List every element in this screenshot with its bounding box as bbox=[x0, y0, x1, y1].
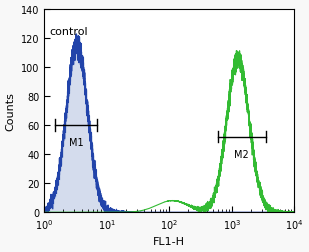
Text: M1: M1 bbox=[69, 138, 84, 148]
Text: control: control bbox=[49, 27, 88, 37]
X-axis label: FL1-H: FL1-H bbox=[153, 237, 185, 246]
Text: M2: M2 bbox=[235, 149, 249, 159]
Y-axis label: Counts: Counts bbox=[6, 91, 15, 130]
